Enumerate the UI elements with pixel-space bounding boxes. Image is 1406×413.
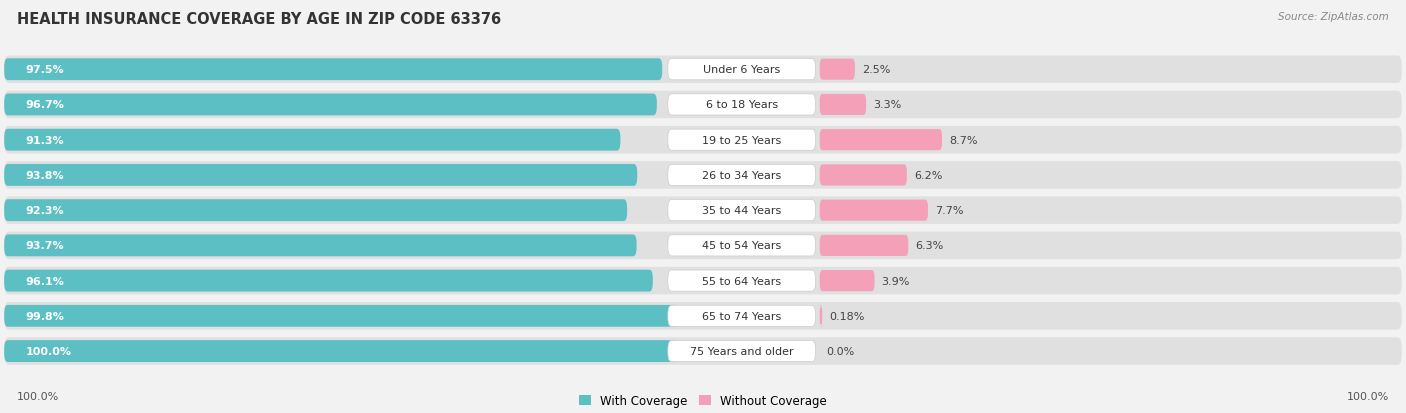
Text: 99.8%: 99.8% [25,311,65,321]
Text: 93.8%: 93.8% [25,171,63,180]
FancyBboxPatch shape [4,305,678,327]
FancyBboxPatch shape [820,130,942,151]
FancyBboxPatch shape [668,200,815,221]
FancyBboxPatch shape [4,165,637,186]
Text: Source: ZipAtlas.com: Source: ZipAtlas.com [1278,12,1389,22]
Text: 6 to 18 Years: 6 to 18 Years [706,100,778,110]
Text: HEALTH INSURANCE COVERAGE BY AGE IN ZIP CODE 63376: HEALTH INSURANCE COVERAGE BY AGE IN ZIP … [17,12,501,27]
FancyBboxPatch shape [820,200,928,221]
Text: Under 6 Years: Under 6 Years [703,65,780,75]
Text: 96.7%: 96.7% [25,100,65,110]
FancyBboxPatch shape [820,95,866,116]
FancyBboxPatch shape [668,341,815,362]
FancyBboxPatch shape [668,235,815,256]
FancyBboxPatch shape [4,267,1402,294]
FancyBboxPatch shape [668,306,815,327]
FancyBboxPatch shape [4,200,627,221]
FancyBboxPatch shape [820,271,875,292]
Text: 3.9%: 3.9% [882,276,910,286]
FancyBboxPatch shape [4,302,1402,330]
Text: 55 to 64 Years: 55 to 64 Years [702,276,782,286]
Text: 0.0%: 0.0% [827,346,855,356]
Text: 45 to 54 Years: 45 to 54 Years [702,241,782,251]
Text: 26 to 34 Years: 26 to 34 Years [702,171,782,180]
Text: 75 Years and older: 75 Years and older [690,346,793,356]
FancyBboxPatch shape [668,271,815,292]
FancyBboxPatch shape [820,165,907,186]
Legend: With Coverage, Without Coverage: With Coverage, Without Coverage [579,394,827,407]
FancyBboxPatch shape [820,235,908,256]
Text: 2.5%: 2.5% [862,65,890,75]
Text: 6.2%: 6.2% [914,171,942,180]
Text: 7.7%: 7.7% [935,206,963,216]
FancyBboxPatch shape [4,235,637,256]
Text: 0.18%: 0.18% [830,311,865,321]
FancyBboxPatch shape [668,130,815,151]
Text: 6.3%: 6.3% [915,241,943,251]
Text: 100.0%: 100.0% [25,346,72,356]
FancyBboxPatch shape [4,232,1402,259]
FancyBboxPatch shape [4,127,1402,154]
Text: 19 to 25 Years: 19 to 25 Years [702,135,782,145]
FancyBboxPatch shape [668,59,815,81]
Text: 35 to 44 Years: 35 to 44 Years [702,206,782,216]
Text: 100.0%: 100.0% [17,391,59,401]
FancyBboxPatch shape [4,270,652,292]
Text: 92.3%: 92.3% [25,206,63,216]
Text: 91.3%: 91.3% [25,135,63,145]
FancyBboxPatch shape [820,59,855,81]
FancyBboxPatch shape [4,337,1402,365]
FancyBboxPatch shape [4,94,657,116]
FancyBboxPatch shape [4,197,1402,224]
FancyBboxPatch shape [668,95,815,116]
Text: 3.3%: 3.3% [873,100,901,110]
FancyBboxPatch shape [4,340,679,362]
FancyBboxPatch shape [4,129,620,151]
Text: 96.1%: 96.1% [25,276,65,286]
FancyBboxPatch shape [4,162,1402,189]
FancyBboxPatch shape [4,59,662,81]
FancyBboxPatch shape [820,306,823,327]
FancyBboxPatch shape [668,165,815,186]
Text: 97.5%: 97.5% [25,65,63,75]
Text: 65 to 74 Years: 65 to 74 Years [702,311,782,321]
FancyBboxPatch shape [4,56,1402,84]
Text: 100.0%: 100.0% [1347,391,1389,401]
Text: 8.7%: 8.7% [949,135,977,145]
Text: 93.7%: 93.7% [25,241,63,251]
FancyBboxPatch shape [4,91,1402,119]
